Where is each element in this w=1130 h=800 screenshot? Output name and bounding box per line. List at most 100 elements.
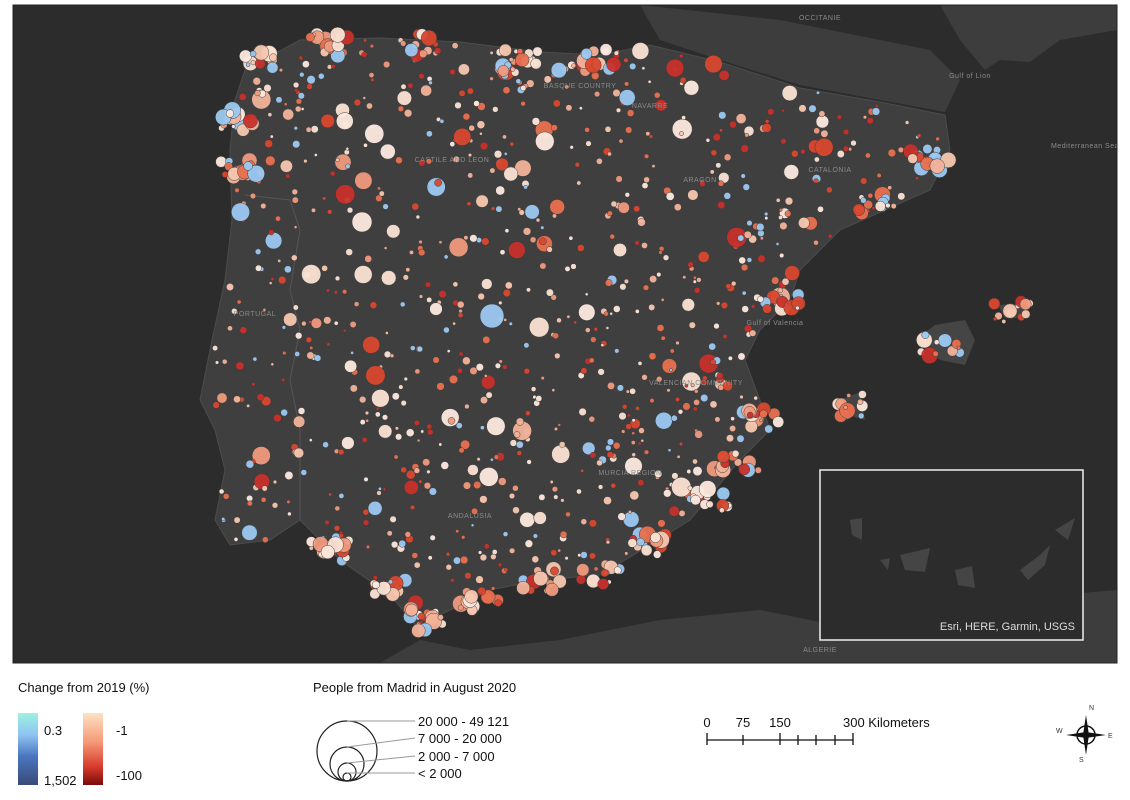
point	[638, 427, 645, 434]
point	[764, 424, 774, 434]
point	[692, 406, 698, 412]
point	[479, 495, 488, 504]
point	[649, 275, 658, 284]
point	[283, 312, 298, 327]
point	[733, 458, 743, 467]
point	[484, 374, 488, 378]
point	[637, 361, 643, 366]
point	[604, 279, 613, 287]
point	[418, 248, 426, 257]
point	[531, 555, 540, 564]
point	[423, 482, 432, 490]
point	[292, 140, 301, 149]
point	[643, 176, 650, 184]
point	[597, 484, 604, 490]
point	[716, 486, 731, 501]
size-circle	[329, 746, 365, 782]
point	[603, 311, 609, 317]
point	[419, 620, 424, 624]
point	[398, 384, 404, 390]
point	[616, 384, 624, 392]
point	[741, 305, 749, 313]
point	[370, 77, 375, 82]
point	[281, 377, 286, 382]
point	[626, 109, 635, 117]
point	[783, 164, 800, 180]
point	[589, 451, 597, 459]
point	[653, 91, 661, 99]
point	[836, 150, 845, 158]
point	[451, 42, 459, 50]
point	[414, 368, 421, 375]
point	[479, 132, 483, 136]
point	[485, 391, 493, 399]
point	[570, 263, 577, 270]
point	[551, 388, 556, 392]
point	[713, 322, 720, 330]
point	[729, 120, 737, 129]
point	[530, 386, 537, 392]
point	[268, 281, 273, 285]
point	[411, 623, 426, 638]
point	[671, 472, 679, 480]
point	[381, 270, 397, 286]
point	[618, 138, 624, 144]
point	[275, 215, 281, 222]
point	[448, 374, 459, 384]
point	[693, 287, 701, 294]
point	[636, 537, 645, 547]
point	[762, 303, 772, 314]
point	[328, 492, 332, 497]
compass: N E S W	[1056, 705, 1113, 764]
point	[929, 158, 945, 174]
point	[483, 543, 490, 550]
point	[480, 374, 496, 390]
point	[578, 106, 583, 111]
point	[778, 208, 783, 212]
point	[576, 563, 590, 577]
point	[717, 384, 724, 391]
point	[246, 403, 251, 408]
point	[351, 211, 373, 233]
point	[426, 130, 433, 138]
point	[553, 426, 559, 432]
point	[700, 393, 709, 403]
point	[715, 162, 722, 169]
point	[706, 500, 714, 508]
point	[479, 141, 489, 151]
point	[353, 301, 360, 307]
point	[306, 83, 313, 90]
point	[603, 496, 612, 505]
point	[644, 153, 650, 159]
point	[635, 406, 640, 411]
point	[613, 50, 619, 56]
point	[622, 511, 640, 528]
point	[363, 38, 367, 43]
point	[631, 452, 636, 457]
point	[678, 509, 686, 517]
point	[719, 507, 725, 513]
point	[293, 447, 305, 459]
point	[681, 298, 695, 312]
point	[552, 332, 559, 340]
point	[364, 255, 373, 263]
point	[566, 314, 571, 319]
point	[791, 296, 806, 311]
point	[619, 283, 627, 291]
point	[277, 258, 282, 263]
point	[675, 340, 680, 346]
point	[605, 444, 612, 452]
point	[363, 142, 368, 148]
point	[781, 108, 785, 113]
point	[285, 173, 291, 179]
point	[269, 134, 274, 139]
point	[564, 556, 569, 561]
point	[596, 459, 603, 467]
point	[434, 178, 442, 187]
point	[858, 390, 867, 399]
point	[362, 519, 370, 526]
point	[580, 551, 588, 559]
point	[454, 101, 462, 110]
point	[629, 490, 640, 501]
point	[390, 540, 399, 549]
